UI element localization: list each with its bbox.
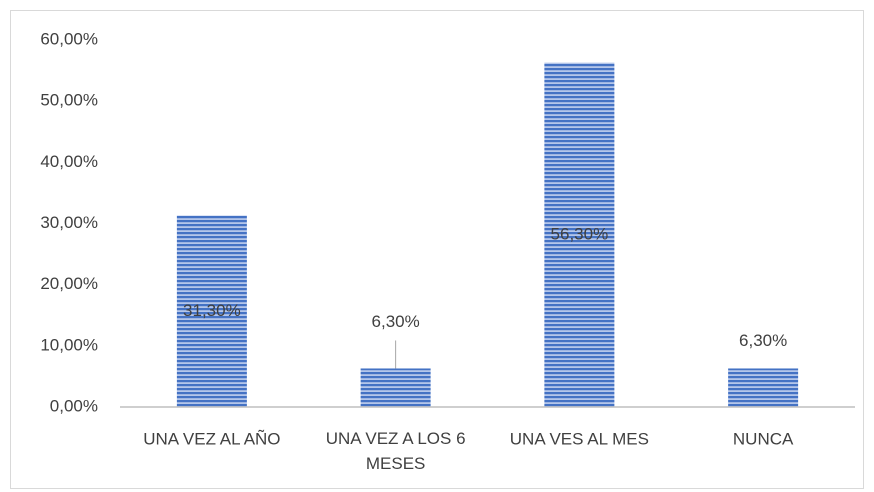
y-tick-label: 40,00%	[40, 152, 98, 171]
data-label: 31,30%	[183, 301, 241, 320]
x-tick-label-line: MESES	[366, 454, 426, 473]
y-tick-label: 50,00%	[40, 91, 98, 110]
y-tick-label: 30,00%	[40, 213, 98, 232]
x-tick-label: UNA VES AL MES	[510, 429, 649, 448]
x-tick-label: UNA VEZ A LOS 6 MESES	[326, 429, 466, 473]
bar	[176, 215, 247, 407]
y-tick-label: 60,00%	[40, 29, 98, 48]
y-tick-label: 10,00%	[40, 335, 98, 354]
y-tick-label: 0,00%	[50, 396, 98, 415]
bar	[544, 62, 615, 408]
data-label: 6,30%	[372, 312, 420, 331]
chart-border	[10, 10, 864, 489]
x-tick-label: NUNCA	[733, 429, 794, 448]
data-label: 56,30%	[551, 224, 609, 243]
x-tick-label-line: UNA VEZ A LOS 6	[326, 429, 466, 448]
y-tick-label: 20,00%	[40, 274, 98, 293]
bar	[360, 368, 431, 407]
bar	[728, 368, 799, 407]
data-label: 6,30%	[739, 331, 787, 350]
x-tick-label: UNA VEZ AL AÑO	[143, 429, 280, 448]
